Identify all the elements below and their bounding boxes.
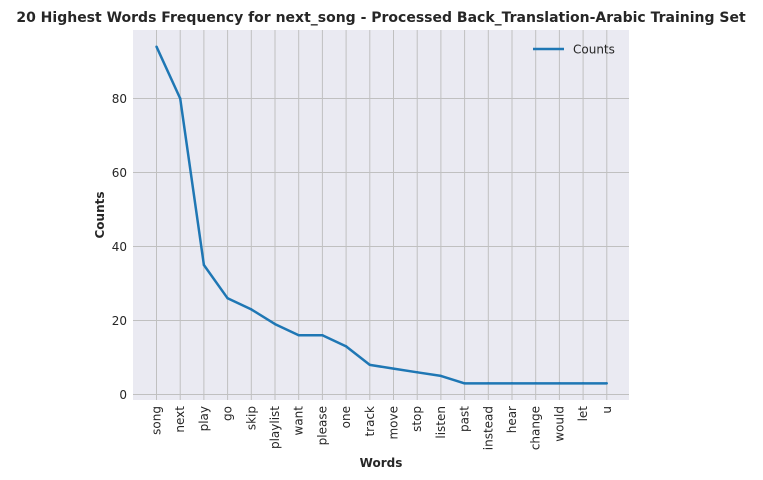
x-tick-label: want [292, 406, 306, 436]
x-tick-label: go [221, 406, 235, 421]
data-point [558, 382, 561, 385]
y-tick-label: 40 [112, 240, 127, 254]
y-tick-labels: 0 20 40 60 80 [112, 92, 127, 402]
x-tick-label: listen [434, 406, 448, 439]
x-tick-label: one [339, 406, 353, 428]
x-axis-label: Words [360, 456, 403, 470]
y-tick-label: 0 [119, 388, 127, 402]
data-point [439, 374, 443, 378]
data-point [487, 382, 490, 385]
chart-title: 20 Highest Words Frequency for next_song… [16, 10, 746, 26]
x-tick-label: let [576, 406, 590, 422]
x-tick-label: instead [481, 406, 495, 450]
x-tick-label: playlist [268, 406, 282, 449]
series-line-counts [155, 46, 607, 385]
x-tick-label: would [552, 406, 566, 442]
x-tick-label: please [315, 406, 329, 445]
y-tick-label: 20 [112, 314, 127, 328]
data-point [368, 363, 371, 367]
data-point [392, 367, 395, 370]
data-point [179, 97, 182, 100]
x-tick-label: play [197, 406, 211, 431]
legend: Counts [533, 43, 615, 57]
data-point [463, 382, 466, 385]
x-tick-label: hear [505, 406, 519, 433]
data-point [321, 334, 324, 337]
grid [133, 30, 629, 400]
x-tick-label: song [150, 406, 164, 435]
data-point [155, 45, 158, 48]
data-point [202, 263, 206, 267]
data-point [581, 382, 585, 385]
x-tick-label: change [529, 406, 543, 450]
data-point [273, 322, 277, 326]
data-point [510, 382, 514, 385]
y-tick-label: 80 [112, 92, 127, 106]
y-axis-label: Counts [93, 191, 107, 238]
x-tick-label: stop [410, 406, 424, 432]
data-point [416, 371, 419, 374]
x-tick-labels: song next play go skip playlist want please one t… [150, 406, 614, 451]
data-point [534, 382, 537, 385]
data-point [605, 382, 608, 385]
data-point [297, 334, 300, 337]
data-point [226, 297, 229, 300]
data-point [250, 308, 253, 311]
x-tick-label: u [600, 406, 614, 414]
x-tick-label: skip [244, 406, 258, 430]
x-tick-label: past [458, 406, 472, 432]
x-tick-label: next [173, 406, 187, 433]
series-layer [155, 45, 608, 385]
data-point [344, 345, 348, 348]
x-tick-label: move [387, 406, 401, 440]
legend-label: Counts [573, 43, 615, 57]
x-tick-label: track [363, 406, 377, 437]
y-tick-label: 60 [112, 166, 127, 180]
plot-area [133, 30, 629, 400]
